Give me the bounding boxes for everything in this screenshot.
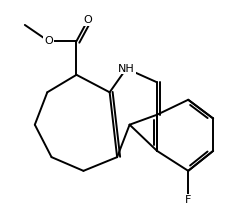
Text: O: O [44, 36, 53, 46]
Text: F: F [185, 195, 191, 205]
Text: NH: NH [118, 64, 135, 74]
Text: O: O [84, 15, 92, 25]
